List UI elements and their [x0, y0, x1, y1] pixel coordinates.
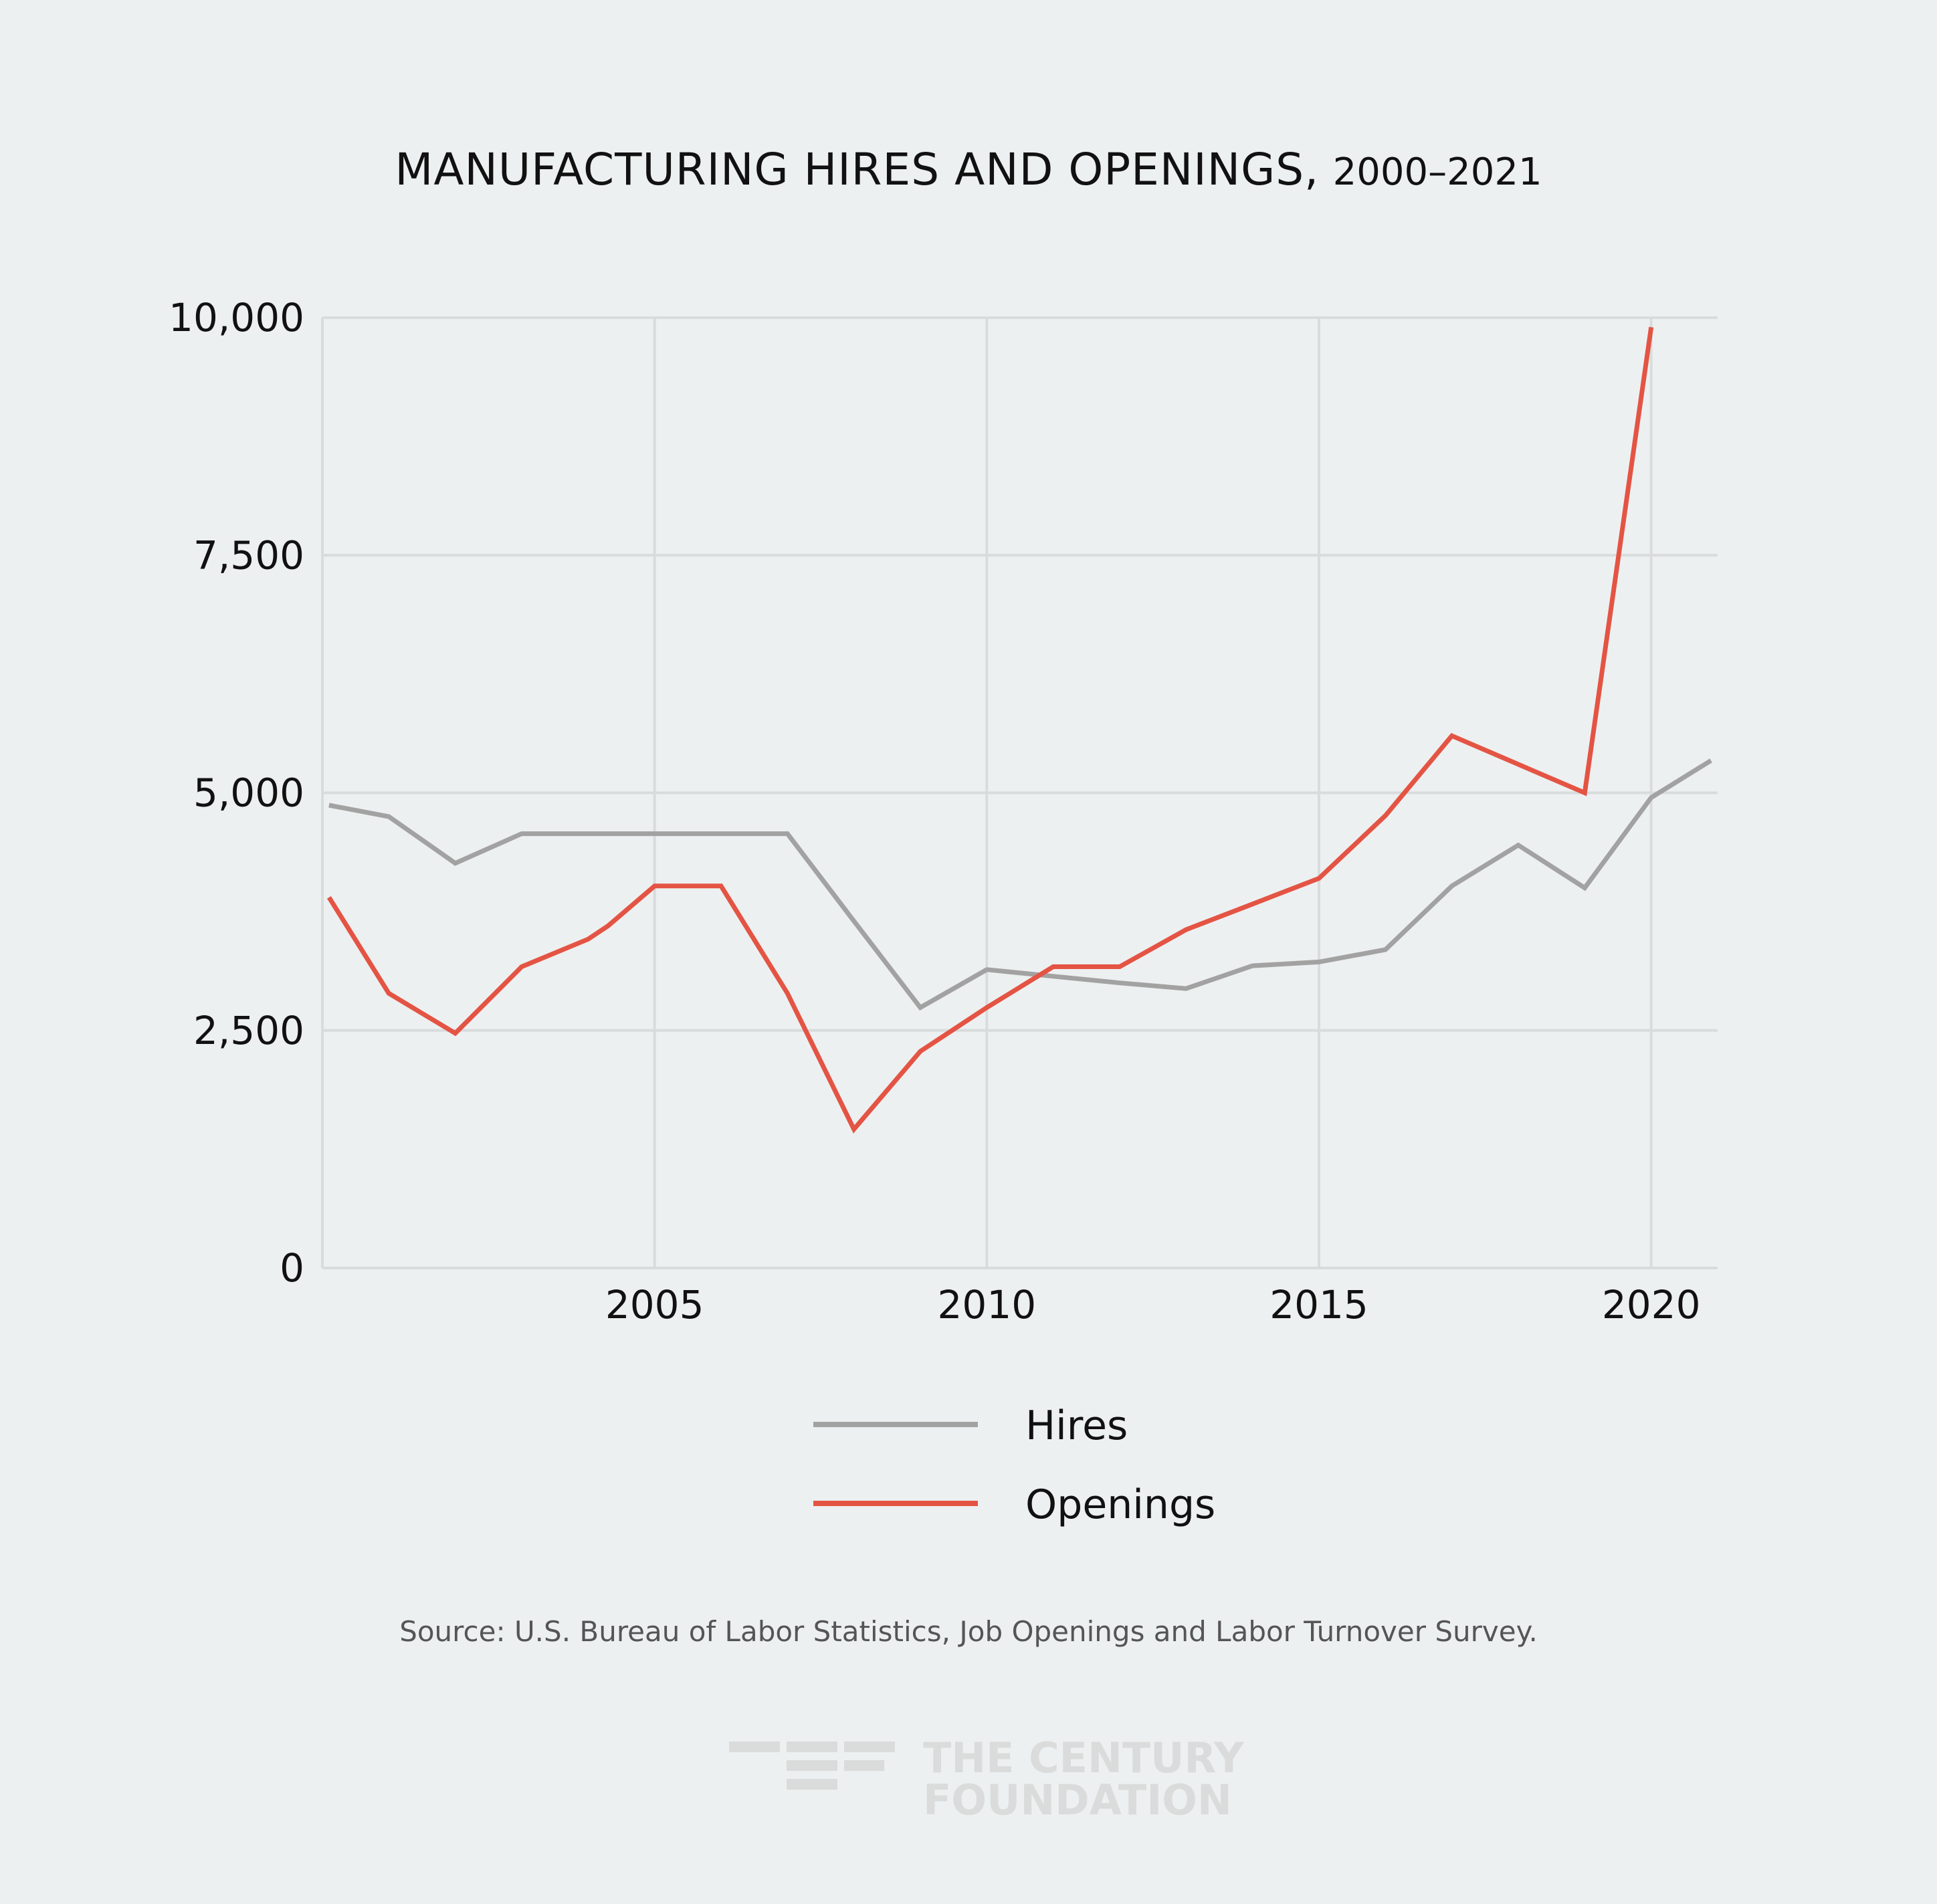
source-note: Source: U.S. Bureau of Labor Statistics,… [399, 1615, 1538, 1648]
y-tick-label-0: 0 [280, 1245, 304, 1291]
x-tick-label-3: 2020 [1602, 1282, 1701, 1328]
series-lines [326, 326, 1712, 1134]
chart-title-main: MANUFACTURING HIRES AND OPENINGS, [395, 144, 1319, 195]
grid-lines [322, 316, 1718, 1268]
x-tick-label-2: 2015 [1269, 1282, 1368, 1328]
chart-title-years: 2000–2021 [1333, 150, 1542, 194]
series-line-hires [328, 758, 1712, 1011]
x-tick-label-1: 2010 [938, 1282, 1037, 1328]
y-tick-label-3: 7,500 [193, 532, 304, 578]
foundation-logo-mark-icon [729, 1741, 895, 1790]
legend-label-hires: Hires [1025, 1402, 1128, 1449]
x-tick-label-0: 2005 [605, 1282, 704, 1328]
legend-label-openings: Openings [1025, 1481, 1215, 1528]
legend: Hires Openings [813, 1402, 1215, 1528]
series-line-openings [326, 326, 1654, 1134]
foundation-logo: THE CENTURY FOUNDATION [729, 1733, 1245, 1824]
y-tick-label-1: 2,500 [193, 1008, 304, 1053]
foundation-logo-line1: THE CENTURY [923, 1733, 1245, 1782]
tick-labels: 0 2,500 5,000 7,500 10,000 2005 2010 2015 2020 [169, 295, 1700, 1328]
y-tick-label-2: 5,000 [193, 770, 304, 816]
foundation-logo-line2: FOUNDATION [923, 1776, 1232, 1824]
chart-title: MANUFACTURING HIRES AND OPENINGS, 2000–2… [395, 144, 1542, 195]
y-tick-label-4: 10,000 [169, 295, 304, 340]
axes [321, 318, 1718, 1269]
